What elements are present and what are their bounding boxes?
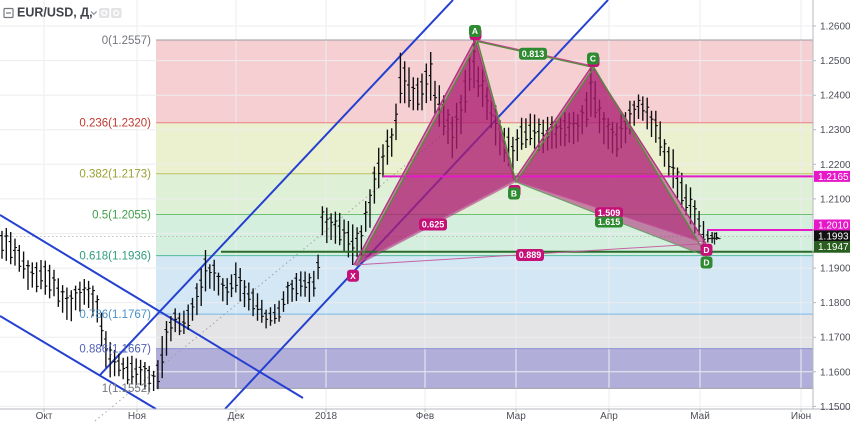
- svg-text:B: B: [511, 189, 517, 199]
- svg-text:0.236(1.2320): 0.236(1.2320): [79, 118, 151, 130]
- svg-text:D: D: [703, 258, 709, 268]
- svg-text:Апр: Апр: [600, 411, 618, 422]
- svg-text:1.2200: 1.2200: [820, 160, 850, 171]
- svg-text:1.1500: 1.1500: [820, 402, 850, 413]
- svg-text:0.382(1.2173): 0.382(1.2173): [79, 169, 151, 181]
- svg-text:0.625: 0.625: [422, 220, 445, 230]
- svg-text:EUR/USD, Д,: EUR/USD, Д,: [17, 6, 93, 20]
- svg-text:1.2165: 1.2165: [818, 172, 849, 183]
- svg-text:1.2500: 1.2500: [820, 56, 850, 67]
- svg-text:Дек: Дек: [228, 411, 245, 422]
- svg-text:1.1947: 1.1947: [818, 242, 849, 253]
- svg-text:Окт: Окт: [36, 411, 53, 422]
- svg-text:0.618(1.1936): 0.618(1.1936): [79, 250, 151, 262]
- svg-text:D: D: [703, 245, 709, 255]
- svg-text:1.1993: 1.1993: [818, 231, 849, 242]
- svg-text:1.2400: 1.2400: [820, 91, 850, 102]
- svg-text:Фев: Фев: [416, 411, 434, 422]
- svg-text:1.1900: 1.1900: [820, 264, 850, 275]
- svg-text:Июн: Июн: [791, 411, 811, 422]
- svg-text:Мар: Мар: [506, 411, 526, 422]
- svg-text:1(1.1552): 1(1.1552): [102, 383, 151, 395]
- svg-text:2018: 2018: [315, 411, 338, 422]
- svg-text:1.1700: 1.1700: [820, 333, 850, 344]
- svg-text:1.2600: 1.2600: [820, 22, 850, 33]
- svg-text:A: A: [472, 26, 478, 36]
- svg-text:0.5(1.2055): 0.5(1.2055): [92, 209, 151, 221]
- svg-text:C: C: [590, 54, 596, 64]
- svg-text:0.813: 0.813: [522, 49, 545, 59]
- svg-text:1.1800: 1.1800: [820, 298, 850, 309]
- svg-text:0(1.2557): 0(1.2557): [102, 35, 151, 47]
- svg-text:1.615: 1.615: [598, 217, 621, 227]
- svg-text:Май: Май: [690, 411, 710, 422]
- svg-text:1.2010: 1.2010: [818, 221, 849, 232]
- svg-text:0.886(1.1667): 0.886(1.1667): [79, 343, 151, 355]
- svg-text:0.786(1.1767): 0.786(1.1767): [79, 309, 151, 321]
- svg-text:Ноя: Ноя: [128, 411, 146, 422]
- svg-text:1.2300: 1.2300: [820, 125, 850, 136]
- svg-text:1.2100: 1.2100: [820, 194, 850, 205]
- svg-text:1.1600: 1.1600: [820, 367, 850, 378]
- svg-text:X: X: [350, 271, 356, 281]
- svg-text:1.509: 1.509: [598, 208, 621, 218]
- svg-text:0.889: 0.889: [519, 250, 542, 260]
